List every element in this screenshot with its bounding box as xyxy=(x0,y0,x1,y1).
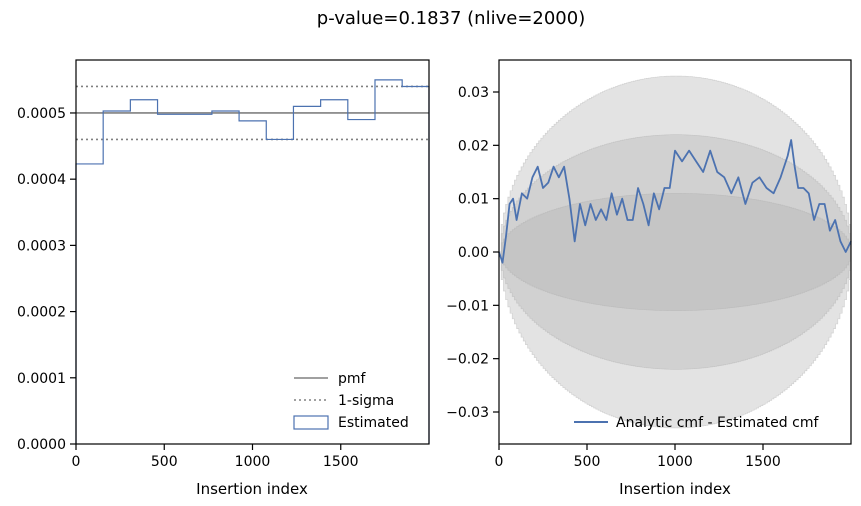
legend-cmf-diff-label: Analytic cmf - Estimated cmf xyxy=(616,415,819,431)
right-legend: Analytic cmf - Estimated cmf xyxy=(574,415,819,431)
left-y-tick-label: 0.0000 xyxy=(17,437,66,453)
right-y-tick-label: −0.01 xyxy=(446,298,489,314)
right-chart: 0 500 1000 1500 −0.03 −0.02 −0.01 0.00 0.01 0.02 0… xyxy=(446,59,852,498)
left-x-tick-label: 1000 xyxy=(235,454,271,470)
left-y-tick-label: 0.0005 xyxy=(17,106,66,122)
left-y-tick-label: 0.0001 xyxy=(17,371,66,387)
left-chart: 0 500 1000 1500 0.0000 0.0001 0.0002 0.0003 0.00… xyxy=(17,59,430,498)
legend-estimated-label: Estimated xyxy=(338,415,409,431)
left-legend: pmf 1-sigma Estimated xyxy=(293,371,409,431)
cmf-difference-line xyxy=(498,139,852,264)
right-y-tick-label: 0.02 xyxy=(458,138,489,154)
legend-1-sigma-label: 1-sigma xyxy=(338,393,394,409)
estimated-histogram xyxy=(75,79,430,444)
left-plot-frame xyxy=(75,59,430,445)
right-y-tick-label: 0.03 xyxy=(458,85,489,101)
left-x-tick-label: 1500 xyxy=(323,454,359,470)
left-y-tick-label: 0.0004 xyxy=(17,172,66,188)
right-y-tick-label: 0.00 xyxy=(458,245,489,261)
left-y-tick-label: 0.0002 xyxy=(17,305,66,321)
left-x-tick-label: 0 xyxy=(72,454,81,470)
left-x-tick-label: 500 xyxy=(151,454,178,470)
right-x-tick-label: 500 xyxy=(574,454,601,470)
sigma-band-1 xyxy=(499,193,852,311)
right-x-tick-label: 1000 xyxy=(657,454,693,470)
figure-title: p-value=0.1837 (nlive=2000) xyxy=(317,8,585,29)
left-x-axis-label: Insertion index xyxy=(196,480,308,498)
right-x-tick-label: 1500 xyxy=(745,454,781,470)
left-y-tick-label: 0.0003 xyxy=(17,238,66,254)
legend-pmf-label: pmf xyxy=(338,371,367,387)
right-x-axis-label: Insertion index xyxy=(619,480,731,498)
legend-estimated-swatch xyxy=(293,415,329,430)
right-y-tick-label: 0.01 xyxy=(458,192,489,208)
right-x-tick-label: 0 xyxy=(495,454,504,470)
right-y-tick-label: −0.03 xyxy=(446,405,489,421)
right-y-tick-label: −0.02 xyxy=(446,352,489,368)
